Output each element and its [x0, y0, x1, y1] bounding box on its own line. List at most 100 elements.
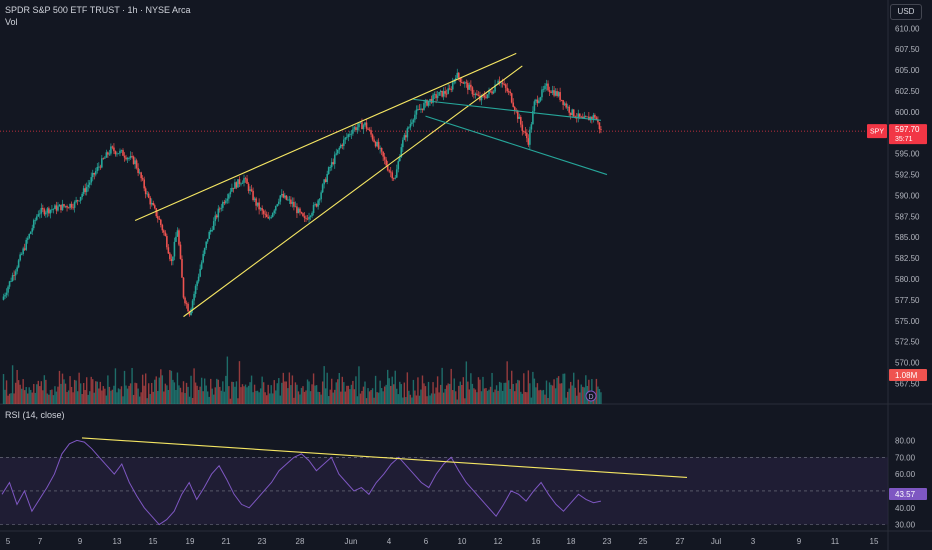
volume-bar — [452, 390, 454, 404]
price-axis[interactable]: 610.00607.50605.00602.50600.00597.50595.… — [895, 24, 920, 388]
volume-bar — [76, 391, 79, 404]
volume-bar — [324, 388, 327, 404]
volume-bar — [104, 388, 106, 404]
volume-bar — [542, 389, 545, 404]
candle-body — [132, 156, 135, 165]
volume-bar — [149, 394, 151, 404]
volume-bar — [480, 391, 483, 404]
rsi-line — [1, 439, 602, 526]
candle-body — [503, 84, 505, 85]
candle-body — [107, 152, 109, 155]
volume-bar — [417, 377, 419, 404]
volume-bar — [81, 394, 83, 404]
candle-body — [527, 138, 530, 145]
volume-bar — [67, 390, 70, 404]
candle-body — [202, 253, 204, 263]
volume-bar — [340, 391, 342, 404]
candle-body — [597, 119, 599, 123]
volume-bar — [368, 391, 371, 404]
volume-bar — [595, 378, 598, 404]
volume-bar — [210, 378, 212, 404]
last-price-value: 597.70 — [895, 125, 920, 134]
candle-body — [530, 124, 533, 130]
candle-body — [98, 166, 100, 168]
candle-body — [582, 116, 584, 119]
candle-body — [355, 127, 357, 131]
volume-bar — [93, 392, 95, 404]
candle-body — [169, 253, 171, 260]
volume-bar — [397, 394, 399, 404]
candle-body — [436, 95, 439, 99]
candle-body — [128, 157, 130, 159]
trendlines[interactable] — [134, 52, 608, 318]
time-tick-label: 5 — [6, 537, 11, 546]
candle-body — [457, 72, 460, 78]
volume-label[interactable]: Vol — [5, 17, 18, 27]
volume-bar — [582, 386, 584, 404]
volume-bar — [57, 386, 59, 404]
candle-body — [454, 77, 457, 80]
candle-body — [513, 106, 516, 111]
volume-bar — [365, 398, 368, 404]
candle-body — [442, 91, 445, 97]
candle-body — [223, 202, 226, 204]
volume-bar — [362, 386, 365, 404]
candle-body — [23, 248, 26, 250]
candle-body — [70, 203, 73, 208]
candle-body — [409, 123, 412, 128]
candle-body — [284, 195, 286, 198]
volume-bar — [296, 384, 298, 404]
volume-bar — [498, 381, 501, 404]
volume-bar — [40, 381, 43, 404]
volume-bar — [390, 385, 392, 404]
candle-body — [208, 231, 211, 239]
time-tick-label: 9 — [78, 537, 83, 546]
volume-bar — [61, 373, 64, 404]
candle-body — [267, 217, 269, 219]
candle-body — [219, 208, 221, 210]
candle-body — [467, 82, 469, 90]
volume-bar — [214, 387, 216, 404]
candle-body — [114, 151, 117, 155]
volume-bar — [427, 381, 430, 404]
volume-bar — [501, 390, 504, 404]
candle-body — [11, 275, 14, 282]
candle-body — [412, 119, 415, 123]
volume-bar — [551, 385, 554, 404]
symbol-title[interactable]: SPDR S&P 500 ETF TRUST · 1h · NYSE Arca — [5, 5, 191, 15]
volume-bar — [430, 393, 433, 404]
volume-bar — [379, 380, 381, 404]
rsi-label[interactable]: RSI (14, close) — [5, 410, 65, 420]
candle-body — [509, 91, 511, 94]
volume-bar — [538, 390, 540, 404]
candle-body — [370, 130, 372, 135]
volume-bar — [262, 382, 265, 404]
rsi-tick-label: 70.00 — [895, 453, 916, 462]
volume-bar — [181, 392, 183, 404]
time-tick-label: 23 — [603, 537, 612, 546]
candle-body — [20, 253, 23, 255]
candle-body — [438, 92, 440, 96]
candle-body — [356, 127, 359, 131]
candle-body — [2, 296, 5, 300]
volume-bar — [240, 387, 242, 404]
volume-bar — [462, 377, 465, 404]
time-axis[interactable]: 5 7 9 13 15 19 21 23 28 Jun 4 6 10 12 16 18 23 25 27 Jul 3 9 1… — [6, 537, 879, 546]
volume-bar — [79, 383, 82, 404]
volume-bar — [170, 370, 173, 404]
currency-button[interactable]: USD — [890, 4, 922, 20]
volume-bar — [172, 379, 174, 404]
volume-bar — [114, 368, 117, 404]
volume-bar — [151, 382, 153, 404]
candle-body — [480, 95, 483, 101]
volume-bar — [157, 390, 159, 404]
candle-body — [39, 213, 41, 215]
candle-body — [421, 108, 424, 110]
candle-body — [465, 82, 468, 84]
volume-bar — [185, 382, 188, 404]
candle-body — [282, 193, 285, 198]
volume-bar — [52, 395, 55, 404]
candle-body — [212, 221, 215, 230]
